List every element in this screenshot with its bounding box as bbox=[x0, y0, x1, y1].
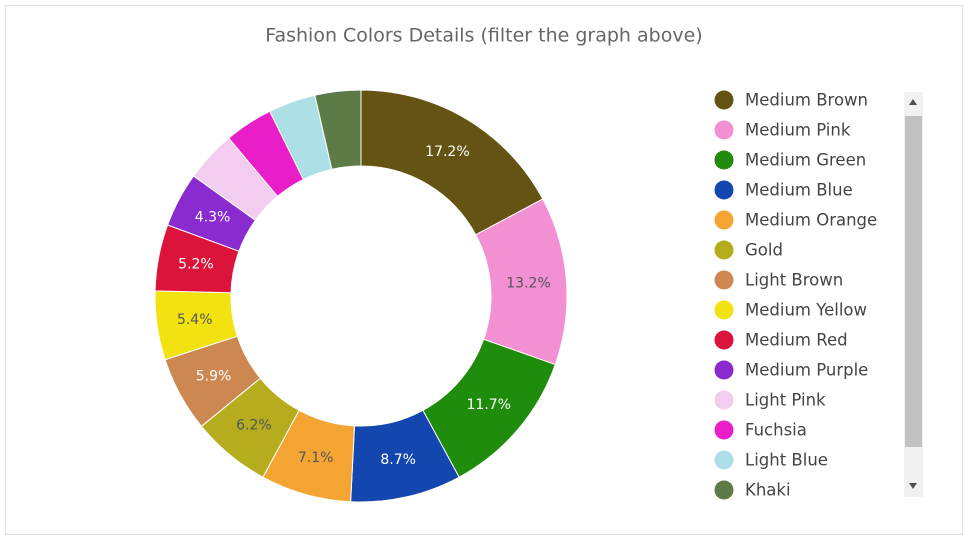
data-label: 17.2% bbox=[425, 144, 469, 160]
legend-label[interactable]: Medium Orange bbox=[745, 211, 877, 230]
legend-label[interactable]: Medium Brown bbox=[745, 91, 868, 110]
legend-marker[interactable] bbox=[714, 480, 734, 500]
legend-marker[interactable] bbox=[714, 390, 734, 410]
scrollbar[interactable] bbox=[904, 92, 923, 497]
legend-marker[interactable] bbox=[714, 180, 734, 200]
legend-label[interactable]: Medium Red bbox=[745, 331, 848, 350]
data-label: 5.4% bbox=[177, 312, 213, 328]
legend-label[interactable]: Medium Green bbox=[745, 151, 866, 170]
legend-label[interactable]: Light Blue bbox=[745, 451, 828, 470]
legend-marker[interactable] bbox=[714, 120, 734, 140]
legend-label[interactable]: Light Pink bbox=[745, 391, 826, 410]
legend-marker[interactable] bbox=[714, 360, 734, 380]
donut: 17.2% 13.2% 11.7% 8.7% 7.1% 6.2% 5.9% 5.4% 5.2% 4… bbox=[154, 89, 568, 503]
legend-label[interactable]: Medium Pink bbox=[745, 121, 851, 140]
donut-slice[interactable] bbox=[314, 89, 362, 170]
legend-marker[interactable] bbox=[714, 450, 734, 470]
legend-label[interactable]: Fuchsia bbox=[745, 421, 807, 440]
scroll-thumb[interactable] bbox=[905, 116, 922, 447]
legend-marker[interactable] bbox=[714, 150, 734, 170]
data-label: 13.2% bbox=[506, 275, 550, 291]
legend-label[interactable]: Light Brown bbox=[745, 271, 843, 290]
legend-label[interactable]: Medium Yellow bbox=[745, 301, 867, 320]
data-label: 5.9% bbox=[196, 368, 232, 384]
scroll-up[interactable] bbox=[909, 99, 917, 105]
data-label: 7.1% bbox=[298, 450, 334, 466]
data-label: 4.3% bbox=[195, 209, 231, 225]
legend: Medium Brown Medium Pink Medium Green Mediu… bbox=[714, 90, 877, 500]
data-label: 6.2% bbox=[236, 417, 272, 433]
legend-marker[interactable] bbox=[714, 210, 734, 230]
legend-marker[interactable] bbox=[714, 270, 734, 290]
legend-label[interactable]: Khaki bbox=[745, 481, 791, 500]
data-label: 11.7% bbox=[467, 397, 511, 413]
legend-marker[interactable] bbox=[714, 90, 734, 110]
legend-marker[interactable] bbox=[714, 420, 734, 440]
legend-label[interactable]: Gold bbox=[745, 241, 783, 260]
legend-marker[interactable] bbox=[714, 300, 734, 320]
legend-label[interactable]: Medium Blue bbox=[745, 181, 853, 200]
legend-marker[interactable] bbox=[714, 240, 734, 260]
legend-label[interactable]: Medium Purple bbox=[745, 361, 868, 380]
legend-marker[interactable] bbox=[714, 330, 734, 350]
scroll-down[interactable] bbox=[909, 483, 917, 489]
data-label: 8.7% bbox=[380, 452, 416, 468]
data-label: 5.2% bbox=[178, 257, 214, 273]
chart-title: Fashion Colors Details (filter the graph… bbox=[265, 25, 702, 47]
